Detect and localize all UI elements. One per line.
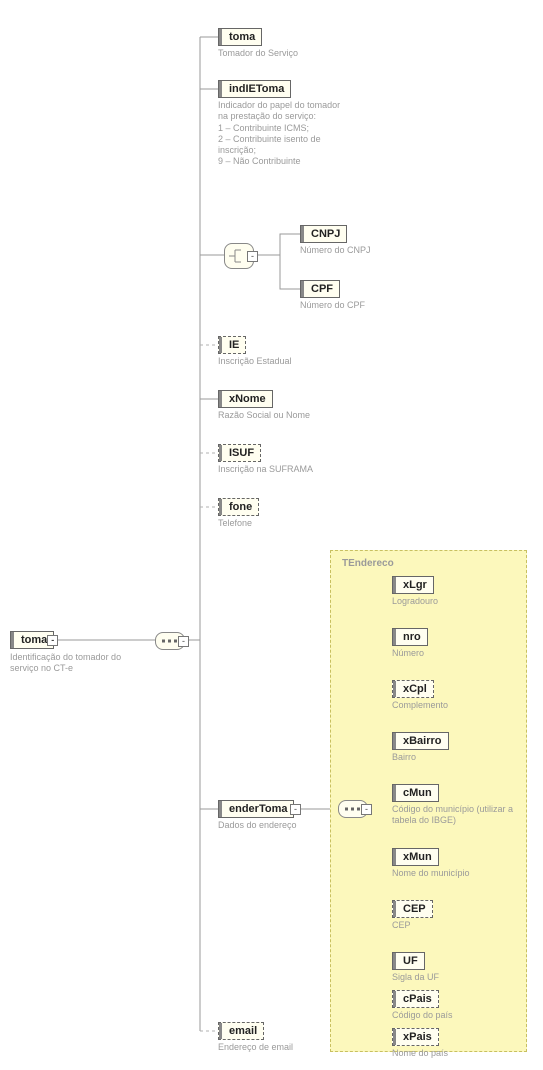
node-label: fone [229, 501, 252, 513]
node-desc: Código do país [392, 1010, 453, 1021]
node-enderToma: enderToma [218, 800, 294, 818]
collapse-icon[interactable]: - [247, 251, 258, 262]
collapse-icon[interactable]: - [47, 635, 58, 646]
node-desc: Sigla da UF [392, 972, 439, 983]
node-desc: Tomador do Serviço [218, 48, 298, 59]
node-label: CPF [311, 283, 333, 295]
node-nro: nro [392, 628, 428, 646]
node-desc: Telefone [218, 518, 252, 529]
node-ISUF: ISUF [218, 444, 261, 462]
node-IE: IE [218, 336, 246, 354]
node-cMun: cMun [392, 784, 439, 802]
node-root-desc: Identificação do tomador do serviço no C… [10, 652, 130, 675]
node-xMun: xMun [392, 848, 439, 866]
node-label: IE [229, 339, 239, 351]
node-CNPJ: CNPJ [300, 225, 347, 243]
node-label: CEP [403, 903, 426, 915]
node-cPais: cPais [392, 990, 439, 1008]
node-label: indIEToma [229, 83, 284, 95]
node-label: ISUF [229, 447, 254, 459]
node-label: CNPJ [311, 228, 340, 240]
node-xBairro: xBairro [392, 732, 449, 750]
sequence-connector-ender: - [338, 800, 368, 818]
node-CPF: CPF [300, 280, 340, 298]
node-desc: Nome do município [392, 868, 470, 879]
node-desc: Endereço de email [218, 1042, 293, 1053]
node-root-label: toma [21, 634, 47, 646]
node-desc: Indicador do papel do tomador na prestaç… [218, 100, 348, 168]
node-desc: Código do município (utilizar a tabela d… [392, 804, 522, 827]
collapse-icon[interactable]: - [178, 636, 189, 647]
node-label: cMun [403, 787, 432, 799]
node-CEP: CEP [392, 900, 433, 918]
node-desc: Razão Social ou Nome [218, 410, 310, 421]
collapse-icon[interactable]: - [361, 804, 372, 815]
choice-connector: - [224, 243, 254, 269]
node-desc: Nome do país [392, 1048, 448, 1059]
node-email: email [218, 1022, 264, 1040]
node-UF: UF [392, 952, 425, 970]
node-indIEToma: indIEToma [218, 80, 291, 98]
node-xLgr: xLgr [392, 576, 434, 594]
node-label: cPais [403, 993, 432, 1005]
node-label: xBairro [403, 735, 442, 747]
node-desc: Logradouro [392, 596, 438, 607]
node-desc: Bairro [392, 752, 416, 763]
node-desc: Inscrição Estadual [218, 356, 292, 367]
collapse-icon[interactable]: - [290, 804, 301, 815]
node-label: email [229, 1025, 257, 1037]
node-desc: Número do CPF [300, 300, 365, 311]
node-label: xNome [229, 393, 266, 405]
node-label: enderToma [229, 803, 287, 815]
node-toma2: toma [218, 28, 262, 46]
node-label: toma [229, 31, 255, 43]
node-root: toma - [10, 631, 54, 649]
sequence-connector: - [155, 632, 185, 650]
type-label: TEndereco [342, 558, 394, 569]
node-xPais: xPais [392, 1028, 439, 1046]
node-desc: Número do CNPJ [300, 245, 371, 256]
node-desc: Número [392, 648, 424, 659]
node-label: xPais [403, 1031, 432, 1043]
node-desc: CEP [392, 920, 411, 931]
node-desc: Inscrição na SUFRAMA [218, 464, 313, 475]
node-label: xLgr [403, 579, 427, 591]
node-desc: Dados do endereço [218, 820, 297, 831]
node-fone: fone [218, 498, 259, 516]
node-label: xMun [403, 851, 432, 863]
node-desc: Complemento [392, 700, 448, 711]
node-label: UF [403, 955, 418, 967]
node-xCpl: xCpl [392, 680, 434, 698]
node-label: xCpl [403, 683, 427, 695]
node-xNome: xNome [218, 390, 273, 408]
node-label: nro [403, 631, 421, 643]
